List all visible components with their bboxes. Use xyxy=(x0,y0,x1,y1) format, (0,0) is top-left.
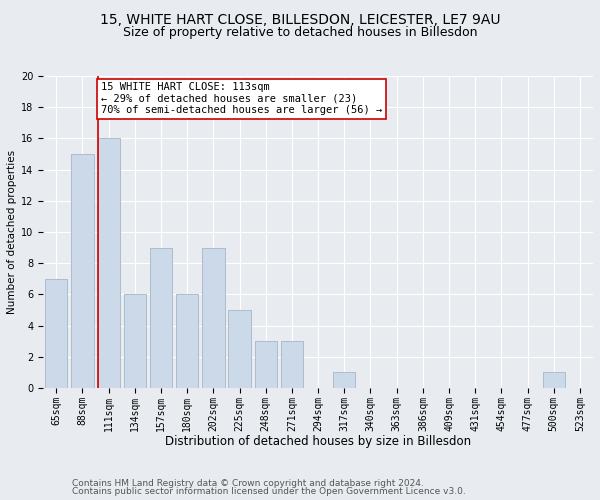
Bar xyxy=(150,248,172,388)
Bar xyxy=(229,310,251,388)
Bar xyxy=(281,341,303,388)
Bar xyxy=(542,372,565,388)
Bar xyxy=(176,294,199,388)
X-axis label: Distribution of detached houses by size in Billesdon: Distribution of detached houses by size … xyxy=(165,435,471,448)
Text: Size of property relative to detached houses in Billesdon: Size of property relative to detached ho… xyxy=(123,26,477,39)
Bar xyxy=(124,294,146,388)
Y-axis label: Number of detached properties: Number of detached properties xyxy=(7,150,17,314)
Text: Contains public sector information licensed under the Open Government Licence v3: Contains public sector information licen… xyxy=(72,487,466,496)
Bar xyxy=(254,341,277,388)
Bar xyxy=(45,279,67,388)
Text: 15, WHITE HART CLOSE, BILLESDON, LEICESTER, LE7 9AU: 15, WHITE HART CLOSE, BILLESDON, LEICEST… xyxy=(100,12,500,26)
Bar xyxy=(202,248,224,388)
Text: 15 WHITE HART CLOSE: 113sqm
← 29% of detached houses are smaller (23)
70% of sem: 15 WHITE HART CLOSE: 113sqm ← 29% of det… xyxy=(101,82,382,116)
Bar xyxy=(333,372,355,388)
Bar xyxy=(98,138,120,388)
Text: Contains HM Land Registry data © Crown copyright and database right 2024.: Contains HM Land Registry data © Crown c… xyxy=(72,478,424,488)
Bar xyxy=(71,154,94,388)
